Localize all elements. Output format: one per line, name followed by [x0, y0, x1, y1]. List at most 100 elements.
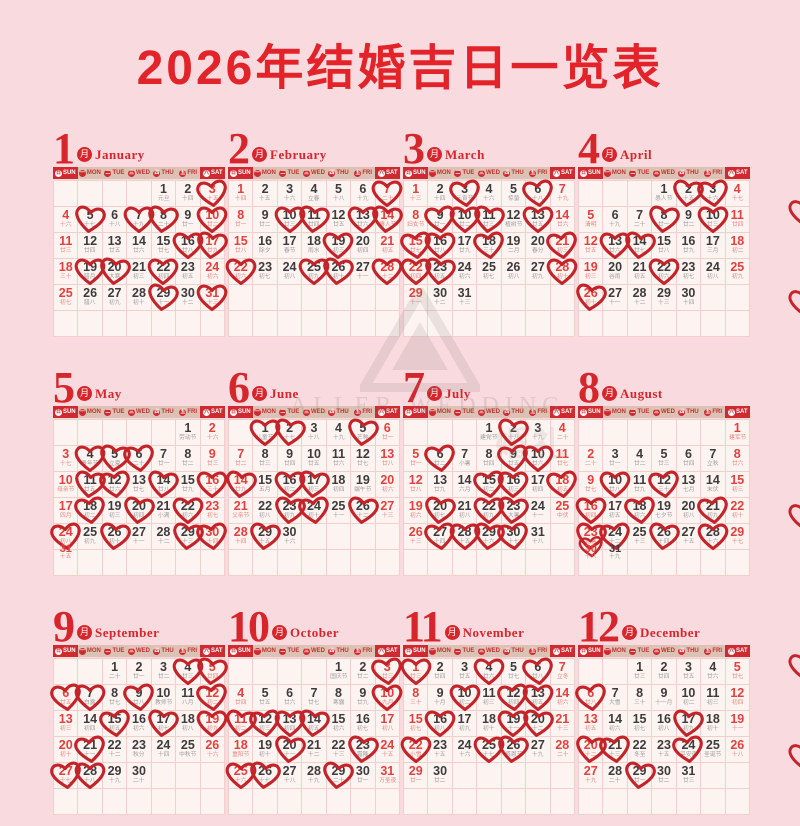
day-cell: 6 廿四 [676, 446, 702, 472]
day-cell: 1 儿童节 [249, 419, 281, 447]
day-cell [701, 763, 726, 789]
day-lunar-label: 十三 [556, 726, 569, 732]
day-lunar-label: 平安夜 [679, 752, 698, 758]
day-number: 21 [705, 499, 720, 513]
day-number: 19 [83, 260, 98, 274]
day-cell: 24 初八 [277, 259, 303, 285]
day-cell: 9 廿五 [497, 444, 529, 472]
day-cell: 25 初九 [78, 524, 103, 550]
day-lunar-label: 十六 [283, 539, 296, 545]
day-cell [676, 311, 702, 337]
day-number: 25 [555, 499, 570, 513]
day-lunar-label: 廿八 [609, 487, 621, 493]
day-number: 22 [730, 499, 745, 513]
day-number: 13 [58, 712, 73, 726]
day-cell: 5 廿七 [725, 659, 750, 685]
day-number: 18 [482, 712, 496, 726]
weekday-cell: 三 WED [126, 645, 152, 657]
day-cell: 21 十二 [302, 737, 327, 763]
day-cell [526, 550, 551, 576]
day-cell: 21 初八 [452, 498, 478, 524]
weekday-cell: 五 FRI [350, 167, 376, 179]
day-cell: 22 小雪 [400, 736, 432, 764]
weekday-circle-icon: 五 [704, 169, 712, 177]
day-cell [200, 550, 225, 576]
day-lunar-label: 初五 [633, 274, 646, 280]
day-cell [375, 524, 400, 550]
weekday-label: THU [686, 409, 699, 415]
edge-heart-icon [786, 740, 800, 776]
weekday-label: MON [611, 170, 626, 176]
day-lunar-label: 十三 [409, 196, 422, 202]
weekday-label: THU [161, 170, 174, 176]
day-lunar-label: 廿二 [434, 461, 446, 467]
day-lunar-label: 廿三 [59, 248, 72, 254]
day-cell: 28 十二 [627, 285, 653, 311]
day-lunar-label: 初五 [108, 726, 121, 732]
day-number: 22 [408, 260, 423, 274]
day-cell [603, 181, 628, 207]
month-header: 6 月 June [228, 366, 400, 410]
day-number: 21 [608, 738, 623, 752]
day-cell: 24 十一 [526, 498, 551, 524]
weekday-cell: 四 THU [676, 406, 701, 418]
day-cell: 8 廿二 [176, 446, 201, 472]
day-lunar-label: 廿三 [633, 674, 646, 680]
day-number: 24 [307, 499, 321, 513]
day-lunar-label: 廿七 [108, 700, 121, 706]
weekday-label: SUN [412, 170, 426, 176]
day-number: 29 [730, 525, 745, 539]
day-number: 28 [233, 525, 248, 539]
day-lunar-label: 初九 [458, 726, 471, 732]
weekday-bar: 日 SUN 一 MON 二 TUE 三 WED 四 THU 五 FRI 六 SAT [228, 167, 401, 179]
day-cell [526, 763, 551, 789]
day-cell [375, 311, 400, 337]
day-number: 10 [608, 473, 623, 487]
day-lunar-label: 十八 [584, 554, 597, 560]
day-lunar-label: 雨水 [308, 248, 320, 254]
month-block: 9 月 September 日 SUN 一 MON 二 TUE 三 WED 四 THU 五 FRI 六 SAT 1… [49, 605, 229, 815]
day-lunar-label: 初六 [133, 726, 145, 732]
day-cell: 15 初七 [627, 711, 653, 737]
weekday-cell: 二 TUE [452, 406, 477, 418]
calendar-grid: 1 劳动节 2 十六 3 十七 4 青年节 5 立夏 6 二十 7 廿一 8 廿二 9 廿三 10 母亲节 11 廿五 12… [49, 419, 228, 576]
day-cell: 3 廿一 [603, 446, 628, 472]
weekday-circle-icon: 五 [529, 408, 537, 416]
day-lunar-label: 十二 [434, 300, 446, 306]
day-cell [725, 550, 750, 576]
weekday-label: WED [486, 409, 501, 415]
day-cell: 13 廿九 [428, 472, 453, 498]
day-lunar-label: 廿九 [357, 700, 369, 706]
day-lunar-label: 廿二 [234, 461, 247, 467]
weekday-bar: 日 SUN 一 MON 二 TUE 三 WED 四 THU 五 FRI 六 SAT [578, 406, 751, 418]
weekday-cell: 四 THU [151, 645, 176, 657]
day-number: 11 [730, 208, 744, 222]
day-cell: 8 三十 [627, 685, 653, 711]
day-lunar-label: 十三 [458, 300, 471, 306]
day-lunar-label: 初十 [483, 726, 495, 732]
day-cell [229, 311, 254, 337]
day-lunar-label: 初六 [182, 513, 194, 519]
day-lunar-label: 十六 [206, 435, 219, 441]
day-number: 30 [681, 286, 696, 300]
day-number: 5 [359, 421, 367, 435]
day-number: 2 [684, 182, 692, 196]
day-cell: 14 廿七 [624, 231, 656, 259]
weekday-cell: 六 SAT [550, 167, 576, 179]
day-number: 29 [482, 525, 496, 539]
day-cell: 11 廿三 [474, 205, 505, 233]
day-lunar-label: 十七 [731, 539, 744, 545]
day-number: 21 [156, 499, 171, 513]
day-lunar-label: 初五 [556, 487, 569, 493]
day-lunar-label: 十一 [283, 752, 296, 758]
day-number: 14 [83, 712, 98, 726]
day-number: 24 [380, 738, 395, 752]
day-number: 17 [705, 234, 720, 248]
weekday-label: TUE [462, 170, 475, 176]
day-number: 20 [132, 499, 146, 513]
day-cell: 22 初八 [253, 498, 278, 524]
day-number: 27 [355, 260, 370, 274]
day-number: 10 [457, 686, 472, 700]
day-lunar-label: 二十 [381, 196, 394, 202]
day-lunar-label: 四月 [59, 513, 72, 519]
